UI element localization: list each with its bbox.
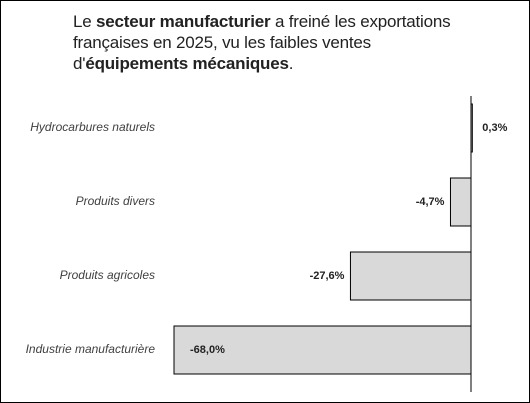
chart-title: Le secteur manufacturier a freiné les ex… (73, 11, 453, 74)
category-label: Produits divers (76, 194, 155, 208)
bar (449, 177, 472, 227)
title-run: secteur manufacturier (96, 12, 271, 31)
title-run: Le (73, 12, 97, 31)
value-label: -4,7% (416, 196, 445, 208)
title-run: équipements mécaniques (85, 54, 289, 73)
title-run: . (288, 54, 294, 73)
value-label: -27,6% (310, 270, 345, 282)
value-label: -68,0% (190, 344, 225, 356)
category-label: Hydrocarbures naturels (30, 120, 155, 134)
bar (173, 325, 472, 375)
category-label: Produits agricoles (60, 268, 155, 282)
bar (349, 251, 472, 301)
category-label: Industrie manufacturière (26, 342, 156, 356)
value-label: 0,3% (482, 122, 507, 134)
title-run: a freiné les exportations françaises en … (73, 12, 451, 73)
